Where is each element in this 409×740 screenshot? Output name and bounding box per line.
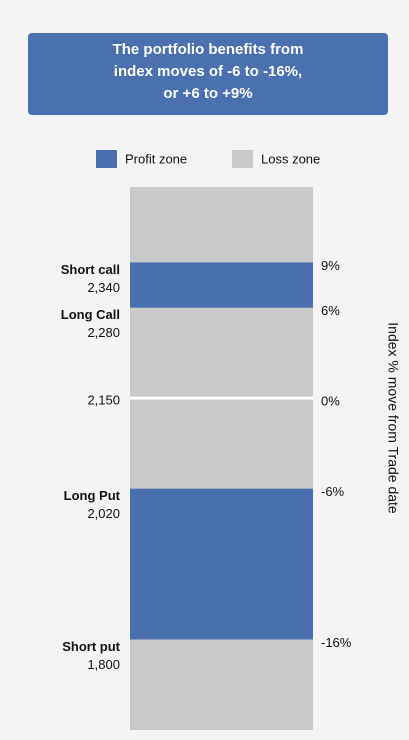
legend-label: Loss zone bbox=[261, 151, 320, 166]
legend-swatch bbox=[232, 150, 253, 168]
y-axis-label: Index % move from Trade date bbox=[385, 322, 401, 514]
chart-title: index moves of -6 to -16%, bbox=[114, 63, 302, 80]
legend-label: Profit zone bbox=[125, 151, 187, 166]
level-value: 2,150 bbox=[87, 393, 120, 408]
level-value: 1,800 bbox=[87, 657, 120, 672]
level-value: 2,340 bbox=[87, 280, 120, 295]
y-tick-label: 0% bbox=[321, 394, 340, 409]
profit-zone bbox=[130, 488, 313, 640]
level-value: 2,020 bbox=[87, 506, 120, 521]
chart-title: The portfolio benefits from bbox=[113, 41, 304, 58]
level-name: Long Call bbox=[61, 307, 120, 322]
profit-zone bbox=[130, 262, 313, 308]
title-box bbox=[28, 33, 388, 115]
y-tick-label: 9% bbox=[321, 258, 340, 273]
y-tick-label: 6% bbox=[321, 303, 340, 318]
level-name: Short put bbox=[62, 639, 120, 654]
level-name: Short call bbox=[61, 262, 120, 277]
level-name: Long Put bbox=[64, 488, 121, 503]
y-tick-label: -6% bbox=[321, 484, 345, 499]
level-value: 2,280 bbox=[87, 325, 120, 340]
y-tick-label: -16% bbox=[321, 635, 352, 650]
chart-title: or +6 to +9% bbox=[163, 85, 252, 102]
legend-swatch bbox=[96, 150, 117, 168]
